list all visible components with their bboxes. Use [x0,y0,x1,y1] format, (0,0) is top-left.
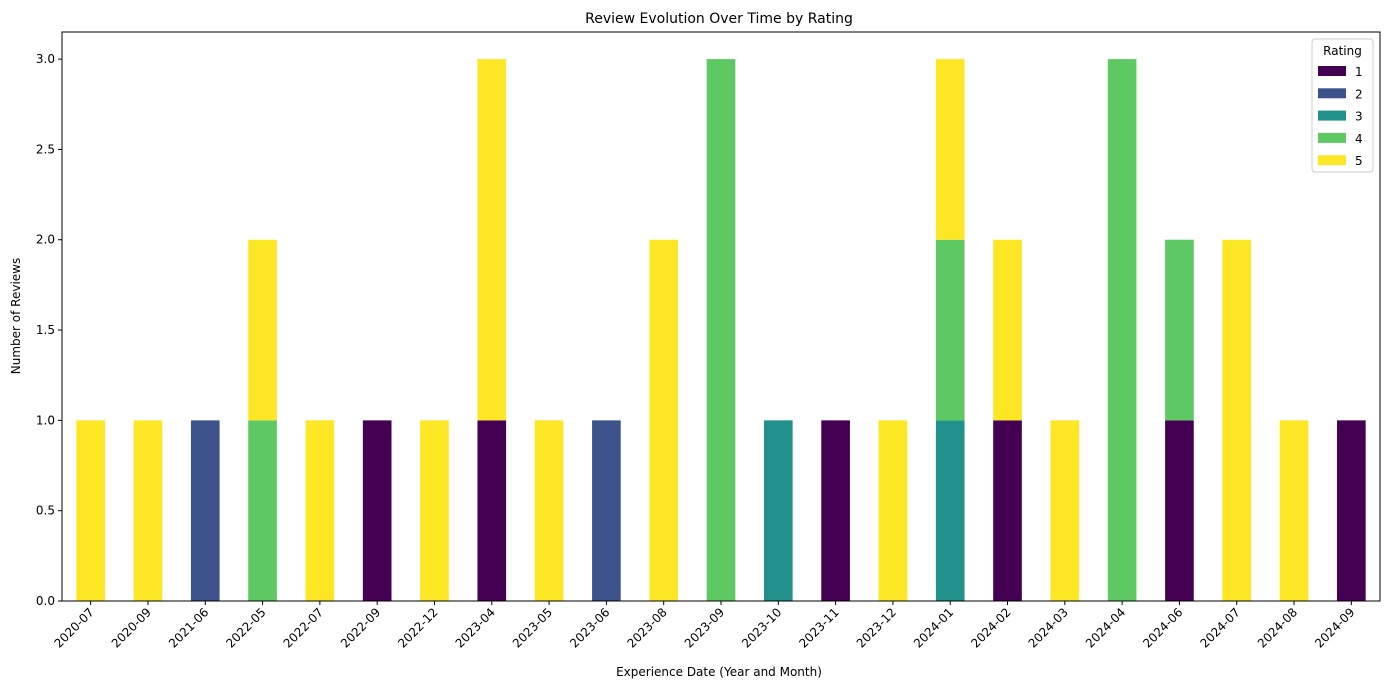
x-tick-label: 2022-09 [338,605,383,650]
bar-2023-04-rating-1 [477,420,507,601]
x-tick-label: 2023-05 [510,605,555,650]
x-tick-label: 2024-01 [911,605,956,650]
x-tick-label: 2024-04 [1083,605,1128,650]
x-tick-label: 2024-08 [1255,605,1300,650]
bar-2024-03-rating-5 [1050,420,1080,601]
y-tick-label: 3.0 [36,52,55,66]
bar-2023-08-rating-5 [649,239,679,601]
bar-2024-06-rating-4 [1165,239,1194,421]
y-tick-label: 0.5 [36,504,55,518]
legend-label-rating-2: 2 [1355,87,1363,101]
y-tick-label: 1.5 [36,323,55,337]
legend-swatch-rating-2 [1318,88,1346,99]
bar-2022-09-rating-1 [362,420,392,601]
x-axis: 2020-07 2020-09 2021-06 2022-05 2022-07 2022-… [51,601,1357,651]
x-tick-label: 2023-09 [682,605,727,650]
y-tick-label: 2.5 [36,142,55,156]
bar-2021-06-rating-2 [190,420,220,601]
bar-2023-05-rating-5 [534,420,564,601]
x-tick-label: 2023-08 [624,605,669,650]
legend-swatch-rating-5 [1318,155,1346,166]
x-tick-label: 2024-03 [1026,605,1071,650]
legend-label-rating-4: 4 [1355,132,1363,146]
legend-swatch-rating-1 [1318,66,1346,76]
bar-2023-10-rating-3 [763,420,793,601]
bar-2023-11-rating-1 [821,420,850,601]
x-tick-label: 2021-06 [166,605,211,650]
bar-2022-05-rating-5 [248,239,277,421]
y-tick-label: 1.0 [36,413,55,427]
bar-2023-12-rating-5 [878,420,908,601]
legend-label-rating-1: 1 [1355,65,1363,79]
y-tick-label: 0.0 [36,594,55,608]
bar-2022-05-rating-4 [248,420,277,601]
bar-2024-01-rating-5 [935,59,965,240]
x-tick-label: 2023-10 [739,605,784,650]
y-tick-label: 2.0 [36,233,55,247]
legend-label-rating-3: 3 [1355,110,1363,124]
legend: Rating 1 2 3 4 5 [1311,38,1374,173]
chart-title: Review Evolution Over Time by Rating [585,11,853,27]
bar-2024-09-rating-1 [1337,420,1366,601]
x-tick-label: 2023-12 [854,605,899,650]
bar-2024-01-rating-4 [935,239,965,421]
bar-2024-07-rating-5 [1222,239,1252,601]
bar-2024-06-rating-1 [1165,420,1194,601]
legend-label-rating-5: 5 [1355,154,1363,168]
bar-2024-02-rating-5 [993,239,1022,421]
y-axis-label: Number of Reviews [9,258,23,374]
bar-2022-12-rating-5 [420,420,449,601]
x-tick-label: 2022-12 [395,605,440,650]
bar-2024-04-rating-4 [1107,59,1137,602]
bar-2020-09-rating-5 [133,420,163,601]
bars-layer [76,59,1366,602]
x-tick-label: 2024-09 [1312,605,1357,650]
x-tick-label: 2024-02 [968,605,1013,650]
x-tick-label: 2023-06 [567,605,612,650]
y-axis: 0.0 0.5 1.0 1.5 2.0 2.5 3.0 [36,52,62,608]
legend-swatch-rating-3 [1318,110,1346,121]
x-tick-label: 2024-07 [1198,605,1243,650]
x-tick-label: 2023-04 [453,605,498,650]
bar-2023-06-rating-2 [592,420,621,601]
bar-2024-01-rating-3 [935,420,965,601]
bar-2024-08-rating-5 [1279,420,1309,601]
x-tick-label: 2022-05 [223,605,268,650]
bar-2020-07-rating-5 [76,420,105,601]
x-tick-label: 2022-07 [281,605,326,650]
x-axis-label: Experience Date (Year and Month) [616,665,822,679]
legend-title: Rating [1323,44,1362,58]
x-tick-label: 2024-06 [1140,605,1185,650]
bar-2024-02-rating-1 [993,420,1022,601]
legend-swatch-rating-4 [1318,132,1346,143]
bar-2022-07-rating-5 [305,420,335,601]
legend-frame [1311,38,1374,173]
x-tick-label: 2020-07 [51,605,96,650]
x-tick-label: 2023-11 [796,605,841,650]
bar-2023-09-rating-4 [706,59,736,602]
x-tick-label: 2020-09 [109,605,154,650]
bar-2023-04-rating-5 [477,59,507,421]
